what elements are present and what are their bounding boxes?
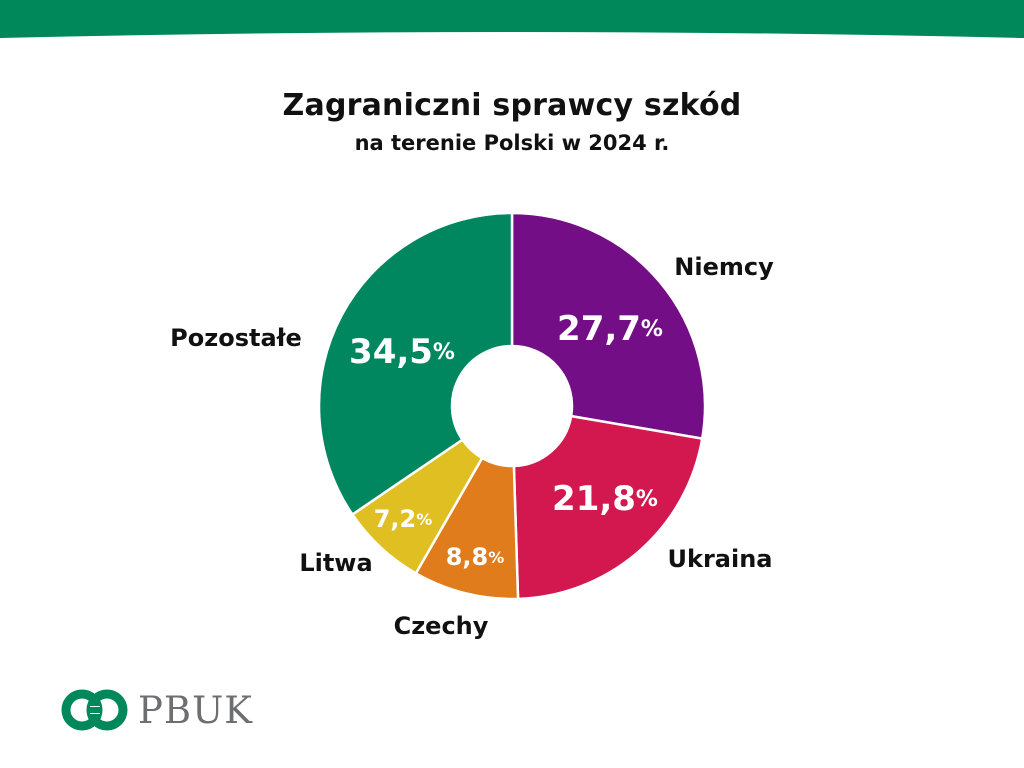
donut-slices [317, 211, 707, 601]
category-label-pozostale: Pozostałe [170, 324, 302, 352]
value-label-litwa: 7,2% [374, 505, 433, 533]
category-label-litwa: Litwa [299, 549, 372, 577]
logo-text: PBUK [138, 688, 253, 732]
category-label-czechy: Czechy [394, 612, 489, 640]
category-label-niemcy: Niemcy [674, 253, 774, 281]
pbuk-logo: PBUK [60, 688, 253, 732]
value-label-niemcy: 27,7% [557, 309, 663, 349]
slice-ukraina [512, 414, 704, 601]
value-label-pozostale: 34,5% [349, 332, 455, 372]
value-label-ukraina: 21,8% [552, 479, 658, 519]
chart-subtitle: na terenie Polski w 2024 r. [354, 131, 670, 155]
slice-niemcy [510, 211, 707, 441]
slice-pozostale [317, 211, 514, 517]
top-brand-band [0, 0, 1024, 38]
value-label-czechy: 8,8% [446, 543, 505, 571]
linked-rings-logo-icon [61, 689, 128, 731]
chart-title: Zagraniczni sprawcy szkód [282, 88, 742, 123]
category-label-ukraina: Ukraina [668, 545, 773, 573]
donut-labels: Niemcy 27,7% Ukraina 21,8% Czechy 8,8% Litwa7,… [170, 253, 774, 640]
